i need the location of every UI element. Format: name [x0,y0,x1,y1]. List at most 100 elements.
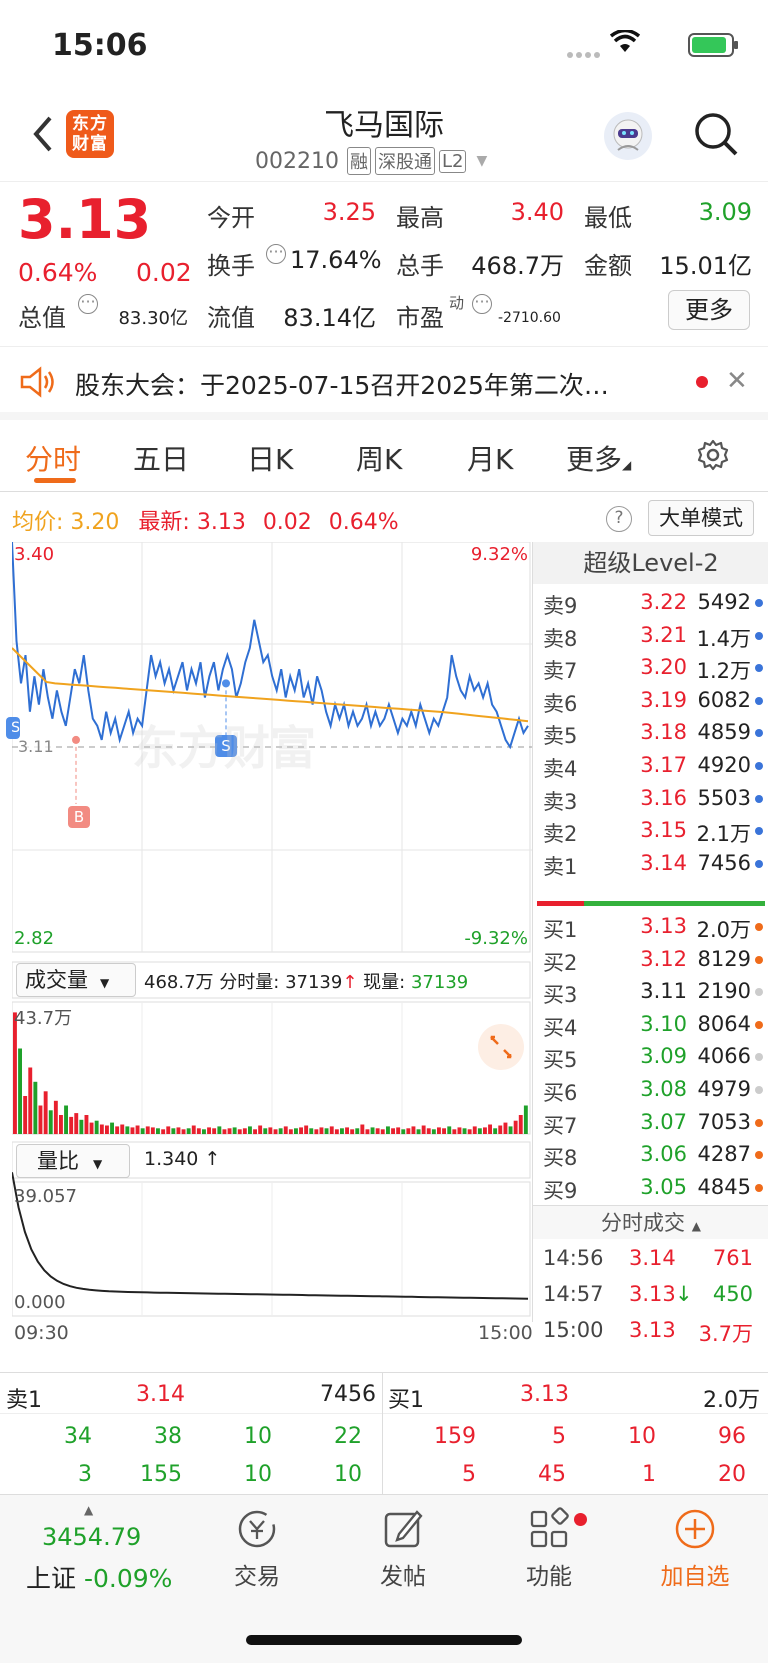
ask-row[interactable]: 卖1 3.14 7456 [533,847,763,881]
pe-sup: 动 [449,294,465,312]
bid-row[interactable]: 买3 3.11 2190 [533,975,763,1009]
volume-bar [242,1128,247,1134]
volume-bar [406,1128,411,1134]
flow-dot [755,664,763,673]
badge-l2: L2 [438,149,467,173]
notice-bar[interactable]: 股东大会：于2025-07-15召开2025年第二次… ✕ [0,348,768,420]
volume-info: 468.7万 分时量: 37139↑ 现量: 37139 [144,972,469,993]
tab-more[interactable]: 更多◢ [566,443,632,476]
assistant-avatar-icon[interactable] [604,112,652,160]
volume-bar [329,1126,334,1134]
volume-selector[interactable]: 成交量 ▼ [16,963,136,997]
buy-marker[interactable]: B [68,806,90,828]
ask-row[interactable]: 卖3 3.16 5503 [533,782,763,816]
latest-label: 最新: [138,510,190,535]
sell-marker[interactable]: S [215,735,237,757]
ask-row[interactable]: 卖7 3.20 1.2万 [533,651,763,685]
dropdown-icon[interactable]: ▼ [476,153,488,169]
search-icon[interactable] [692,110,740,162]
bid-row[interactable]: 买6 3.08 4979 [533,1073,763,1107]
post-button[interactable]: 发帖 [368,1507,438,1597]
bid-level-label: 买7 [543,1113,578,1138]
bid-row[interactable]: 买4 3.10 8064 [533,1008,763,1042]
tab-intraday[interactable]: 分时 [25,443,82,476]
ratio-frame [11,1181,531,1317]
intraday-chart[interactable]: 3.40 9.32% 2.82 -9.32% 3.11 B S S 东方财富 成… [6,541,533,1472]
bid-ratio-bar [584,901,765,906]
amount-value: 15.01亿 [659,252,752,280]
sell-marker-edge[interactable]: S [6,717,20,739]
info-icon[interactable]: ··· [78,294,98,314]
volume-bar [217,1126,222,1134]
bid-row[interactable]: 买8 3.06 4287 [533,1138,763,1172]
volume-bar [452,1129,457,1135]
buy-queue-cell: 45 [538,1462,566,1487]
volume-bar [416,1129,421,1135]
volume-frame [11,1001,531,1135]
pct-top-label: 9.32% [470,544,528,565]
ask-row[interactable]: 卖6 3.19 6082 [533,684,763,718]
tab-daily-k[interactable]: 日K [247,443,294,476]
bid-row[interactable]: 买5 3.09 4066 [533,1040,763,1074]
sell-queue-cell: 10 [244,1424,272,1449]
flow-dot [755,729,763,738]
tab-five-day[interactable]: 五日 [133,443,190,476]
turnover-value: 17.64% [290,246,382,274]
ask-volume: 1.4万 [696,626,751,651]
bid-price: 3.06 [640,1142,687,1167]
bid-row[interactable]: 买2 3.12 8129 [533,943,763,977]
expand-icon[interactable] [478,1024,524,1070]
bid-volume: 2190 [697,979,751,1004]
flow-dot [755,762,763,770]
level2-title[interactable]: 超级Level-2 [533,542,768,584]
ask-row[interactable]: 卖5 3.18 4859 [533,716,763,750]
app-logo[interactable]: 东方财富 [66,110,114,158]
buy-queue-cell: 5 [462,1462,476,1487]
close-icon[interactable]: ✕ [726,366,748,396]
tick-row: 14:56 3.14 761 [533,1242,763,1276]
help-icon[interactable]: ? [606,506,632,532]
sell-queue-cell: 10 [244,1462,272,1487]
price-info-row: 均价: 3.20 最新: 3.13 0.02 0.64% [12,504,399,536]
back-icon[interactable] [24,112,64,156]
bid-row[interactable]: 买7 3.07 7053 [533,1106,763,1140]
bid-level-label: 买6 [543,1081,578,1105]
ask-row[interactable]: 卖8 3.21 1.4万 [533,619,763,653]
volume-bar [375,1128,380,1134]
ask-row[interactable]: 卖4 3.17 4920 [533,749,763,783]
ticks-title[interactable]: 分时成交 ▲ [533,1205,768,1239]
wifi-icon [609,28,641,58]
ask-row[interactable]: 卖9 3.22 5492 [533,586,763,620]
bid-row[interactable]: 买1 3.13 2.0万 [533,910,763,944]
big-order-mode-button[interactable]: 大单模式 [648,500,754,536]
function-button[interactable]: 功能 [514,1507,587,1597]
more-button[interactable]: 更多 [668,290,750,330]
volume-bar [488,1124,492,1134]
ask-price: 3.16 [640,785,687,810]
tab-weekly-k[interactable]: 周K [356,443,403,476]
index-ticker[interactable]: ▲ 3454.79 上证 -0.09% [0,1495,180,1615]
ask-volume: 7456 [697,850,751,875]
float-label: 流值 [207,304,255,332]
flow-dot [755,827,763,836]
ask-row[interactable]: 卖2 3.15 2.1万 [533,814,763,848]
volume-bar [13,1012,17,1134]
trade-button[interactable]: 交易 [222,1507,292,1597]
bid-row[interactable]: 买9 3.05 4845 [533,1171,763,1205]
flow-dot [755,1020,763,1029]
volume-bar [324,1128,329,1134]
volume-bar [33,1081,38,1135]
info-icon[interactable]: ··· [266,244,286,264]
info-icon[interactable]: ··· [472,294,492,314]
flow-dot [755,923,763,931]
volume-bar [477,1128,482,1134]
ratio-selector[interactable]: 量比 ▼ [16,1144,130,1178]
volume-bar [69,1116,74,1134]
tab-monthly-k[interactable]: 月K [467,443,514,476]
buy-queue-cell: 10 [628,1424,656,1449]
add-watchlist-button[interactable]: 加自选 [650,1507,740,1597]
open-label: 今开 [207,204,255,232]
tick-time: 14:57 [543,1282,604,1306]
settings-gear-icon[interactable] [696,438,730,476]
ask-price: 3.15 [640,818,687,843]
